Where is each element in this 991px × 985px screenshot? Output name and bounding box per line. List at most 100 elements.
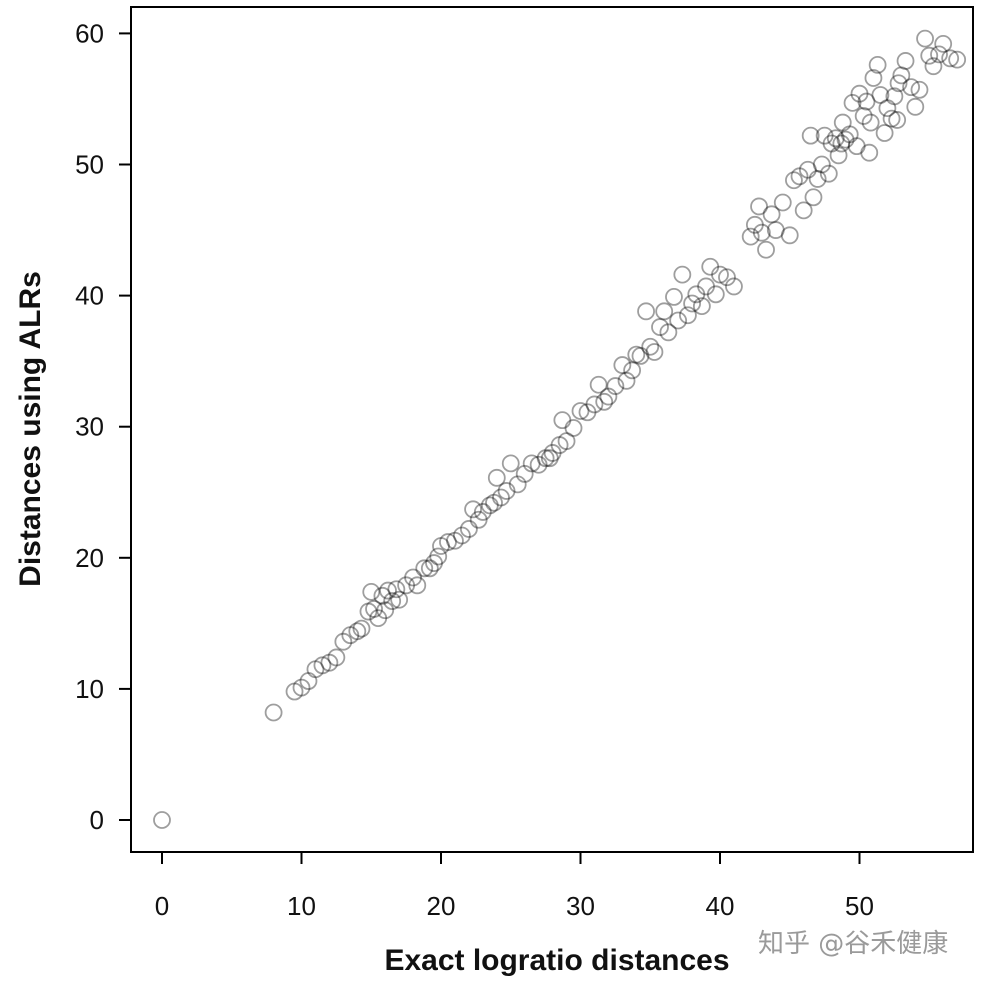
data-point <box>808 170 827 188</box>
data-point <box>599 387 618 406</box>
data-point <box>550 436 569 454</box>
data-point <box>790 167 809 186</box>
data-point <box>832 134 851 153</box>
data-point <box>369 609 388 628</box>
data-point <box>916 29 934 48</box>
data-point <box>701 257 720 276</box>
data-point <box>404 568 423 587</box>
data-point <box>373 586 392 605</box>
data-point <box>429 547 448 566</box>
data-point <box>860 143 879 162</box>
data-point <box>864 69 883 87</box>
data-point <box>595 392 614 411</box>
data-point <box>934 34 953 53</box>
x-tick-label: 20 <box>427 891 456 921</box>
data-point <box>655 302 674 321</box>
data-point <box>840 125 859 144</box>
y-tick-label: 50 <box>75 150 104 180</box>
data-point <box>362 582 381 601</box>
plot-frame <box>130 6 974 853</box>
data-point <box>292 678 311 697</box>
data-point <box>718 268 736 287</box>
y-tick-label: 40 <box>75 281 104 311</box>
data-point <box>623 361 642 380</box>
data-point <box>637 302 655 321</box>
data-point <box>352 619 371 638</box>
data-point <box>711 265 729 284</box>
data-point <box>902 78 921 97</box>
data-point <box>804 188 823 207</box>
x-tick-label: 40 <box>706 891 735 921</box>
data-point <box>606 377 625 395</box>
data-point <box>750 197 768 216</box>
data-point <box>725 277 743 296</box>
data-point <box>645 343 664 361</box>
data-point <box>822 134 841 153</box>
data-point <box>826 129 845 148</box>
data-point <box>631 347 650 365</box>
data-point <box>522 454 541 473</box>
data-point <box>515 464 534 483</box>
data-point <box>766 221 785 239</box>
data-point <box>669 311 688 330</box>
data-point <box>387 580 406 599</box>
data-point <box>469 510 488 529</box>
x-tick-label: 50 <box>845 891 874 921</box>
data-point <box>390 590 409 609</box>
data-point <box>836 130 855 149</box>
data-point <box>815 126 834 145</box>
data-point <box>420 559 439 578</box>
data-point <box>888 111 907 129</box>
data-point <box>365 600 383 618</box>
data-point <box>285 682 304 701</box>
data-point <box>453 526 471 545</box>
data-point <box>679 306 697 325</box>
data-point <box>794 201 813 220</box>
y-tick-label: 60 <box>75 18 104 48</box>
data-point <box>692 297 711 315</box>
data-point <box>536 449 555 468</box>
data-point <box>930 45 948 64</box>
data-point <box>501 454 520 473</box>
data-point <box>359 602 378 621</box>
data-point <box>529 455 548 474</box>
data-point <box>889 74 908 93</box>
data-point <box>745 215 764 234</box>
data-point <box>683 294 701 313</box>
data-point <box>659 323 678 342</box>
data-point <box>780 226 799 245</box>
data-point <box>920 46 939 65</box>
y-tick-label: 30 <box>75 412 104 442</box>
x-tick-label: 10 <box>287 891 316 921</box>
y-axis: 0 10 20 30 40 50 60 <box>75 18 131 835</box>
data-point <box>578 403 597 422</box>
data-point <box>924 57 943 76</box>
data-point <box>487 468 506 487</box>
data-point <box>833 113 852 132</box>
data-point <box>492 488 510 507</box>
data-point <box>613 356 632 374</box>
data-point <box>540 449 559 468</box>
data-point <box>446 531 464 550</box>
data-point <box>543 444 562 462</box>
data-point <box>334 632 353 651</box>
data-point <box>854 107 873 125</box>
data-point <box>564 419 583 437</box>
data-point <box>485 493 503 512</box>
data-point <box>896 52 915 70</box>
data-point <box>348 622 367 641</box>
data-point <box>871 86 890 104</box>
data-point <box>327 648 346 667</box>
data-point <box>627 345 646 364</box>
data-point <box>397 576 416 595</box>
data-point <box>439 533 457 551</box>
data-point <box>480 496 499 515</box>
x-tick-label: 0 <box>155 891 169 921</box>
data-point <box>553 411 572 430</box>
data-point <box>773 193 792 212</box>
data-point <box>408 576 427 595</box>
data-point <box>868 55 887 74</box>
data-point <box>875 124 894 142</box>
data-point <box>432 537 450 555</box>
data-point <box>320 653 339 672</box>
